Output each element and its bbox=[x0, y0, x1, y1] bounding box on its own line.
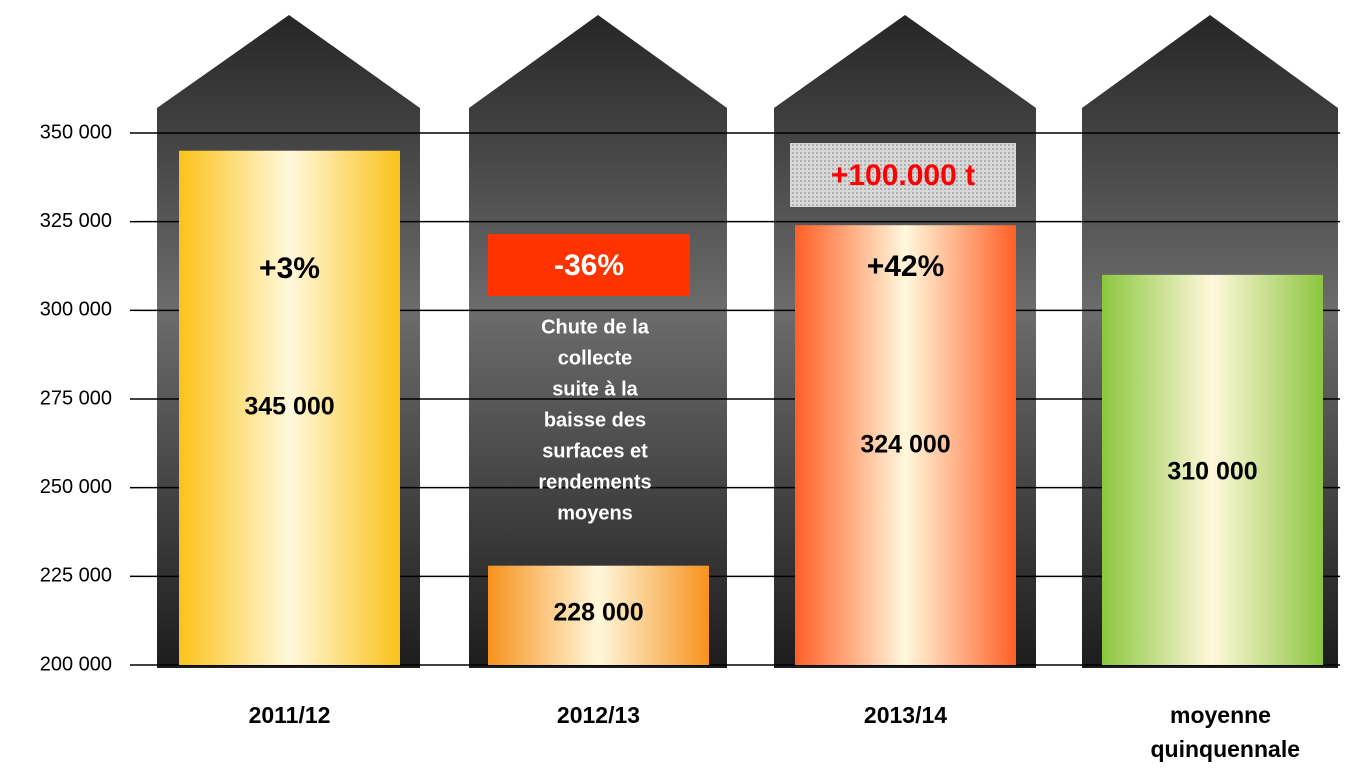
annotation: -36% bbox=[554, 249, 624, 282]
bar bbox=[179, 150, 400, 665]
note-line: moyens bbox=[557, 502, 633, 524]
y-tick-label: 225 000 bbox=[40, 565, 112, 587]
y-tick-label: 250 000 bbox=[40, 476, 112, 498]
bar bbox=[1102, 274, 1323, 665]
x-tick-label: 2012/13 bbox=[556, 702, 641, 728]
annotation-box bbox=[790, 143, 1016, 207]
x-tick-label: moyenne quinquennale bbox=[1150, 702, 1301, 762]
silo bbox=[469, 15, 727, 668]
y-tick-label: 325 000 bbox=[40, 210, 112, 232]
note-line: rendements bbox=[538, 471, 651, 493]
bar bbox=[488, 565, 709, 665]
x-tick-label: 2011/12 bbox=[248, 702, 331, 728]
note-line: surfaces et bbox=[542, 440, 648, 462]
value-label: 345 000 bbox=[244, 393, 334, 421]
x-tick-label: 2013/14 bbox=[863, 702, 948, 728]
bar bbox=[795, 225, 1016, 666]
annotation: +42% bbox=[867, 250, 945, 283]
y-tick-label: 275 000 bbox=[40, 387, 112, 409]
y-tick-label: 350 000 bbox=[40, 121, 112, 143]
y-tick-label: 200 000 bbox=[40, 653, 112, 675]
y-tick-label: 300 000 bbox=[40, 299, 112, 321]
annotation: +100.000 t bbox=[831, 159, 975, 192]
value-label: 310 000 bbox=[1167, 458, 1257, 486]
note-line: collecte bbox=[558, 347, 632, 369]
value-label: 324 000 bbox=[860, 431, 950, 459]
note-line: Chute de la bbox=[541, 316, 650, 338]
annotation-box bbox=[488, 234, 690, 296]
note-line: suite à la bbox=[552, 378, 638, 400]
value-label: 228 000 bbox=[553, 599, 643, 627]
note-line: baisse des bbox=[544, 409, 646, 431]
annotation: +3% bbox=[259, 252, 320, 285]
